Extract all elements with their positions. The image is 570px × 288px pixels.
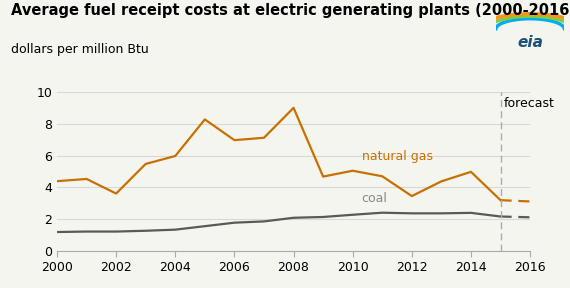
Text: eia: eia [517, 35, 543, 50]
Text: forecast: forecast [503, 97, 555, 110]
Text: dollars per million Btu: dollars per million Btu [11, 43, 149, 56]
Text: natural gas: natural gas [361, 150, 433, 163]
Text: coal: coal [361, 192, 388, 205]
Text: Average fuel receipt costs at electric generating plants (2000-2016): Average fuel receipt costs at electric g… [11, 3, 570, 18]
